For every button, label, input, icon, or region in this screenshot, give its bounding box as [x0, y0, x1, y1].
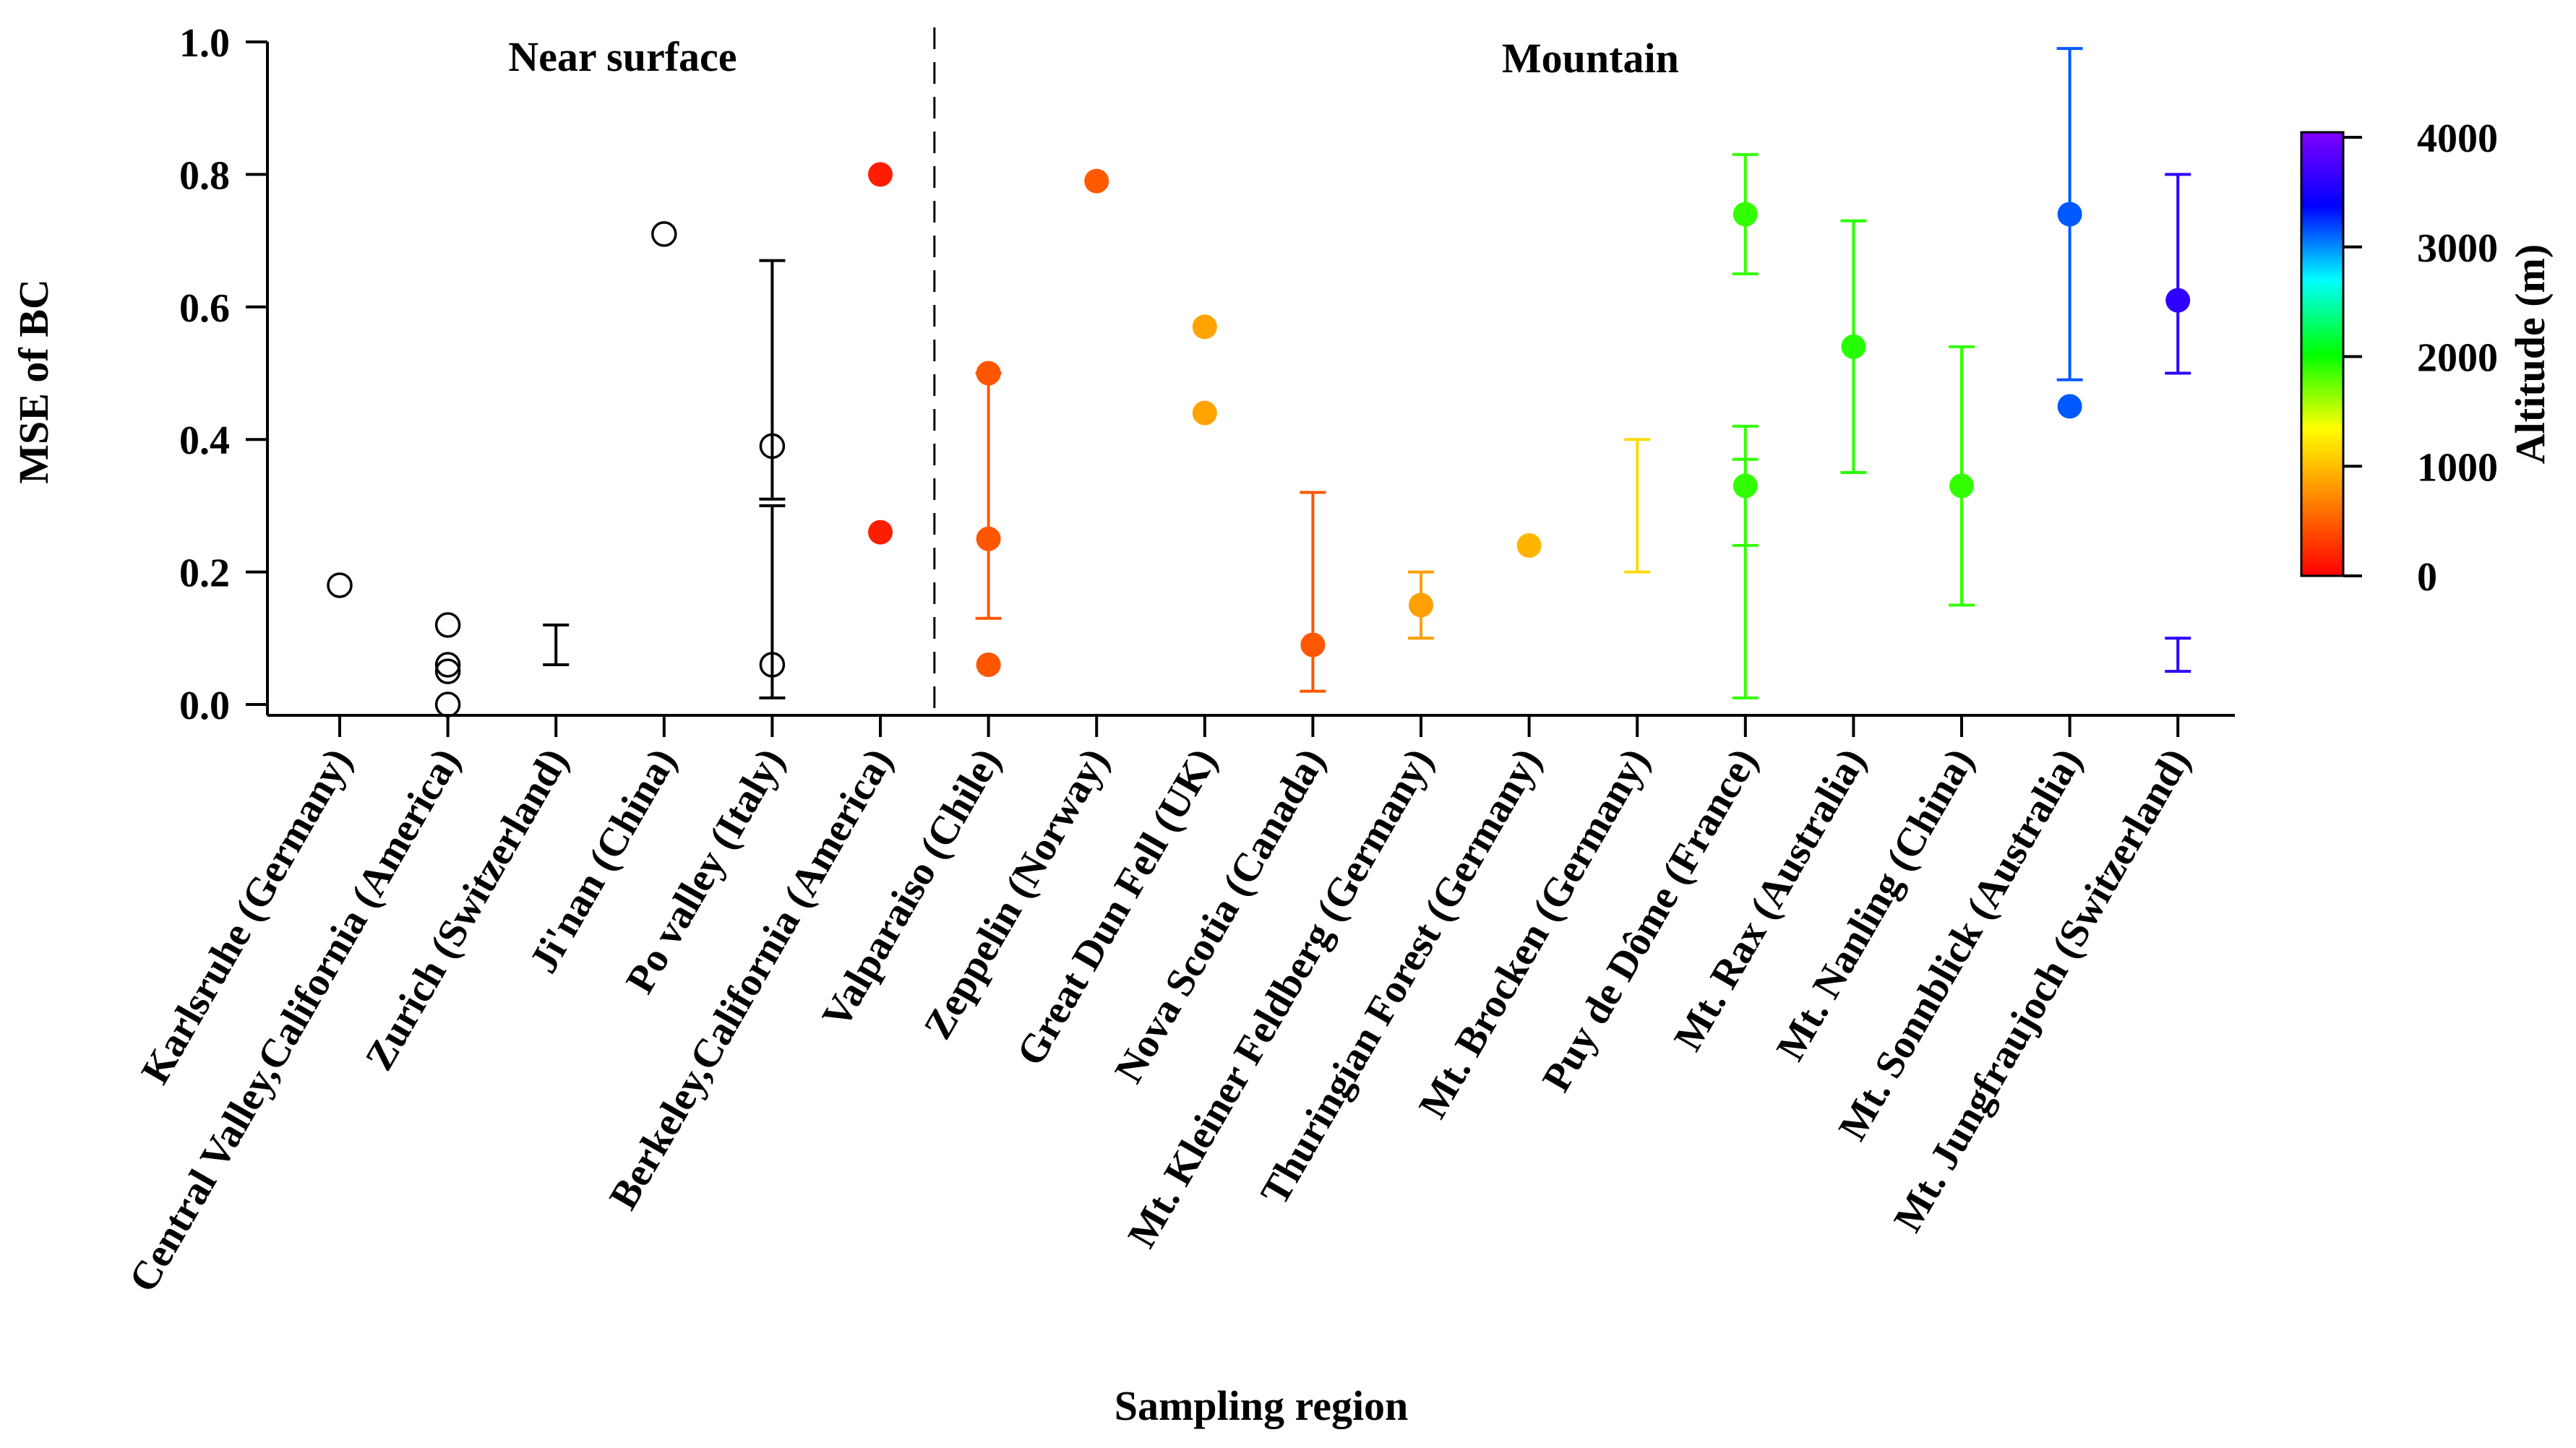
y-axis: 0.0 0.2 0.4 0.6 0.8 1.0 — [179, 21, 269, 728]
x-axis-title: Sampling region — [1115, 1382, 1409, 1429]
data-point-hollow — [759, 652, 786, 678]
data-point — [2057, 202, 2082, 227]
y-ticks: 0.0 0.2 0.4 0.6 0.8 1.0 — [179, 21, 267, 728]
error-bars — [543, 47, 2191, 699]
data-point — [868, 520, 893, 545]
x-tick-label: Great Dun Fell (UK) — [1008, 741, 1226, 1074]
data-point — [1192, 314, 1217, 340]
data-points — [327, 162, 2191, 717]
data-point-hollow — [327, 572, 353, 598]
data-point — [1733, 202, 1758, 227]
data-point — [1192, 400, 1217, 426]
group-label-near-surface: Near surface — [508, 33, 737, 80]
data-point — [2057, 394, 2082, 419]
x-tick-label: Mt. Nanling (China) — [1768, 741, 1983, 1069]
data-point — [976, 361, 1001, 386]
colorbar-title: Altitude (m) — [2507, 244, 2554, 464]
data-point — [1409, 592, 1433, 618]
data-point — [2165, 288, 2191, 313]
data-point — [1084, 168, 1109, 194]
data-point — [1949, 473, 1974, 499]
colorbar-ticks: 0 1000 2000 3000 4000 — [2343, 116, 2498, 600]
y-tick-label: 1.0 — [179, 21, 230, 66]
colorbar-tick-label: 3000 — [2417, 226, 2498, 271]
y-tick-label: 0.0 — [179, 684, 230, 728]
x-tick-label: Zurich (Switzerland) — [357, 741, 578, 1078]
colorbar-tick-label: 2000 — [2417, 336, 2498, 381]
x-tick-label: Nova Scotia (Canada) — [1107, 741, 1334, 1091]
data-point-hollow — [651, 221, 677, 247]
x-tick-label: Karlsruhe (Germany) — [133, 741, 361, 1092]
y-tick-label: 0.2 — [179, 551, 230, 596]
data-point-hollow — [759, 433, 786, 460]
data-point — [976, 526, 1001, 551]
group-label-mountain: Mountain — [1502, 35, 1679, 82]
y-axis-title: MSE of BC — [10, 279, 57, 484]
data-point — [1300, 632, 1326, 658]
data-point — [1516, 533, 1542, 558]
data-point-hollow — [434, 658, 461, 684]
data-point-hollow — [434, 652, 461, 678]
colorbar-tick-label: 1000 — [2417, 445, 2498, 490]
colorbar: 0 1000 2000 3000 4000 Altitude (m) — [2300, 116, 2554, 600]
data-point — [1841, 334, 1866, 359]
colorbar-tick-label: 0 — [2417, 555, 2437, 600]
x-axis: Karlsruhe (Germany)Central Valley,Califo… — [121, 714, 2235, 1300]
y-tick-label: 0.6 — [179, 286, 230, 331]
colorbar-gradient — [2300, 131, 2345, 577]
data-point — [1733, 473, 1758, 499]
data-point — [976, 652, 1001, 677]
data-point — [868, 162, 893, 187]
y-tick-label: 0.8 — [179, 153, 230, 198]
y-tick-label: 0.4 — [179, 418, 230, 463]
x-ticks: Karlsruhe (Germany)Central Valley,Califo… — [121, 715, 2199, 1300]
colorbar-tick-label: 4000 — [2417, 116, 2498, 161]
x-tick-label: Mt. Rax (Australia) — [1665, 741, 1874, 1059]
data-point-hollow — [434, 612, 461, 638]
data-point-hollow — [434, 691, 461, 717]
